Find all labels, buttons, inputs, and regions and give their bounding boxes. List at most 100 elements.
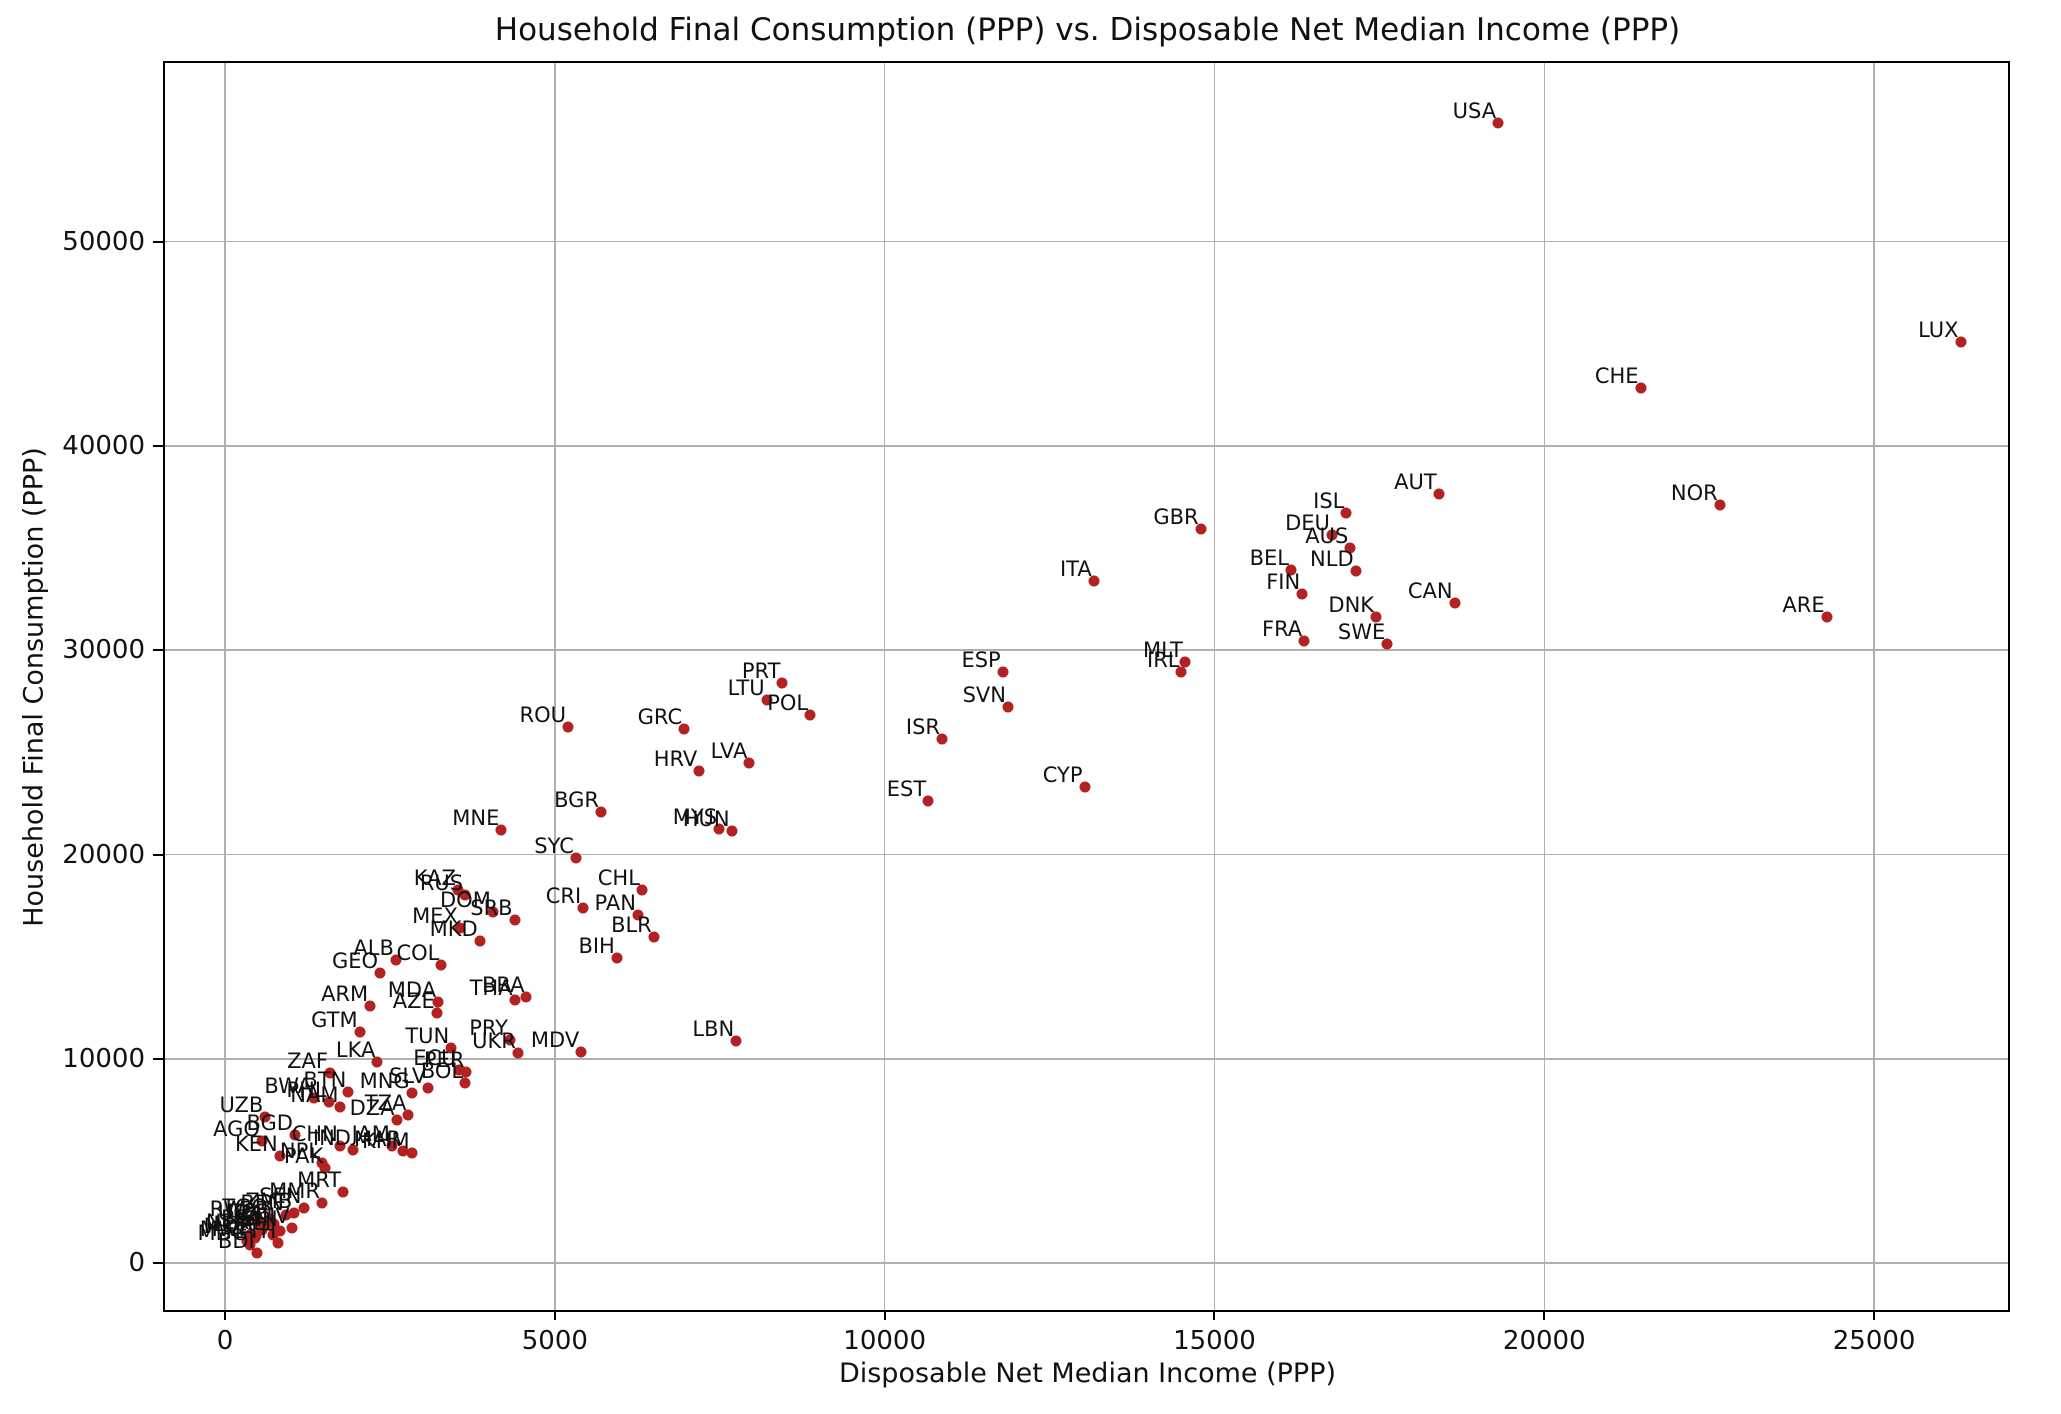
data-point-CHN	[334, 1140, 346, 1152]
point-label-BIH: BIH	[578, 933, 615, 958]
point-label-MNE: MNE	[452, 805, 500, 830]
y-tick-10000	[153, 1057, 163, 1060]
data-point-ESP	[997, 666, 1009, 678]
data-point-MYS	[713, 823, 725, 835]
point-label-GRC: GRC	[637, 704, 683, 729]
point-label-BLR: BLR	[611, 912, 652, 937]
point-label-NPL: NPL	[279, 1139, 320, 1164]
point-label-PRY: PRY	[469, 1016, 508, 1041]
data-point-BGD	[289, 1129, 301, 1141]
data-point-KHM	[406, 1147, 418, 1159]
point-label-GTM: GTM	[311, 1007, 358, 1032]
point-label-UGA: UGA	[217, 1201, 264, 1226]
data-point-UGA	[260, 1219, 272, 1231]
data-point-PRT	[776, 677, 788, 689]
point-label-LVA: LVA	[710, 739, 748, 764]
x-tick-25000	[1873, 1310, 1876, 1320]
point-label-MOZ: MOZ	[203, 1214, 253, 1239]
point-label-TUN: TUN	[405, 1024, 450, 1049]
point-label-PER: PER	[423, 1047, 465, 1072]
point-label-TGO: TGO	[222, 1195, 268, 1220]
y-tick-label-20000: 20000	[62, 839, 145, 870]
point-label-COL: COL	[396, 941, 440, 966]
point-label-LTU: LTU	[727, 675, 765, 700]
y-axis-label: Household Final Consumption (PPP)	[18, 447, 50, 927]
point-label-ARE: ARE	[1782, 593, 1825, 618]
point-label-MDG: MDG	[197, 1220, 249, 1245]
data-point-LTU	[761, 694, 773, 706]
data-point-CIV	[286, 1222, 298, 1234]
point-label-BDI: BDI	[217, 1228, 255, 1253]
point-label-IND: IND	[312, 1126, 351, 1151]
data-point-NLD	[1350, 565, 1362, 577]
data-point-MAR	[397, 1145, 409, 1157]
point-label-MLI: MLI	[235, 1210, 272, 1235]
point-label-UZB: UZB	[219, 1092, 264, 1117]
data-point-ISR	[936, 733, 948, 745]
data-point-BTN	[342, 1086, 354, 1098]
point-label-ECU: ECU	[413, 1045, 457, 1070]
point-label-SYC: SYC	[534, 833, 574, 858]
point-label-ISR: ISR	[905, 714, 941, 739]
point-label-UKR: UKR	[472, 1029, 516, 1054]
point-label-LUX: LUX	[1918, 318, 1959, 343]
point-label-HUN: HUN	[682, 806, 730, 831]
data-point-MEX	[454, 922, 466, 934]
point-label-BEL: BEL	[1249, 545, 1289, 570]
data-point-GEO	[374, 967, 386, 979]
data-point-TZA	[402, 1109, 414, 1121]
gridline-y-30000	[165, 649, 2008, 651]
data-point-MDA	[432, 996, 444, 1008]
data-point-MMR	[316, 1197, 328, 1209]
data-point-ECU	[453, 1064, 465, 1076]
x-tick-10000	[883, 1310, 886, 1320]
point-label-MMR: MMR	[269, 1179, 320, 1204]
point-label-AGO: AGO	[213, 1117, 260, 1142]
x-tick-label-15000: 15000	[1173, 1326, 1256, 1356]
data-point-MLT	[1179, 656, 1191, 668]
y-tick-30000	[153, 649, 163, 652]
point-label-SEN: SEN	[259, 1184, 302, 1209]
point-label-EST: EST	[886, 776, 927, 801]
y-tick-20000	[153, 853, 163, 856]
data-point-SRB	[509, 914, 521, 926]
point-label-ESP: ESP	[961, 648, 1001, 673]
data-point-LKA	[371, 1056, 383, 1068]
point-label-CYP: CYP	[1042, 763, 1083, 788]
data-point-SEN	[298, 1202, 310, 1214]
point-label-USA: USA	[1452, 98, 1497, 123]
data-point-CHL	[636, 884, 648, 896]
point-label-MAR: MAR	[354, 1127, 402, 1152]
point-label-ALB: ALB	[353, 936, 394, 961]
data-point-ARM	[364, 1000, 376, 1012]
chart-title: Household Final Consumption (PPP) vs. Di…	[494, 12, 1681, 48]
point-label-TZA: TZA	[364, 1090, 407, 1115]
data-point-MKD	[474, 935, 486, 947]
data-point-ZMB	[288, 1207, 300, 1219]
gridline-x-0	[224, 63, 226, 1310]
data-point-AGO	[256, 1135, 268, 1147]
point-label-DOM: DOM	[440, 887, 491, 912]
y-tick-label-40000: 40000	[62, 430, 145, 461]
data-point-THA	[509, 994, 521, 1006]
data-point-BEL	[1285, 564, 1297, 576]
point-label-BGD: BGD	[246, 1110, 293, 1135]
data-point-ALB	[390, 954, 402, 966]
y-tick-label-0: 0	[128, 1248, 145, 1279]
data-point-BIH	[611, 952, 623, 964]
point-label-CAN: CAN	[1407, 579, 1453, 603]
data-point-AUS	[1344, 542, 1356, 553]
point-label-BTN: BTN	[303, 1067, 347, 1092]
point-label-AZE: AZE	[392, 988, 435, 1013]
point-label-DZA: DZA	[349, 1095, 395, 1120]
point-label-MEX: MEX	[412, 903, 458, 928]
gridline-y-40000	[165, 445, 2008, 447]
x-tick-20000	[1543, 1310, 1546, 1320]
point-label-AUT: AUT	[1394, 469, 1437, 494]
x-tick-15000	[1213, 1310, 1216, 1320]
point-label-NAM: NAM	[290, 1082, 339, 1107]
data-point-GIN	[274, 1225, 286, 1237]
point-label-ETH: ETH	[234, 1218, 277, 1243]
data-point-BDI	[251, 1247, 263, 1259]
point-label-FIN: FIN	[1266, 570, 1301, 595]
